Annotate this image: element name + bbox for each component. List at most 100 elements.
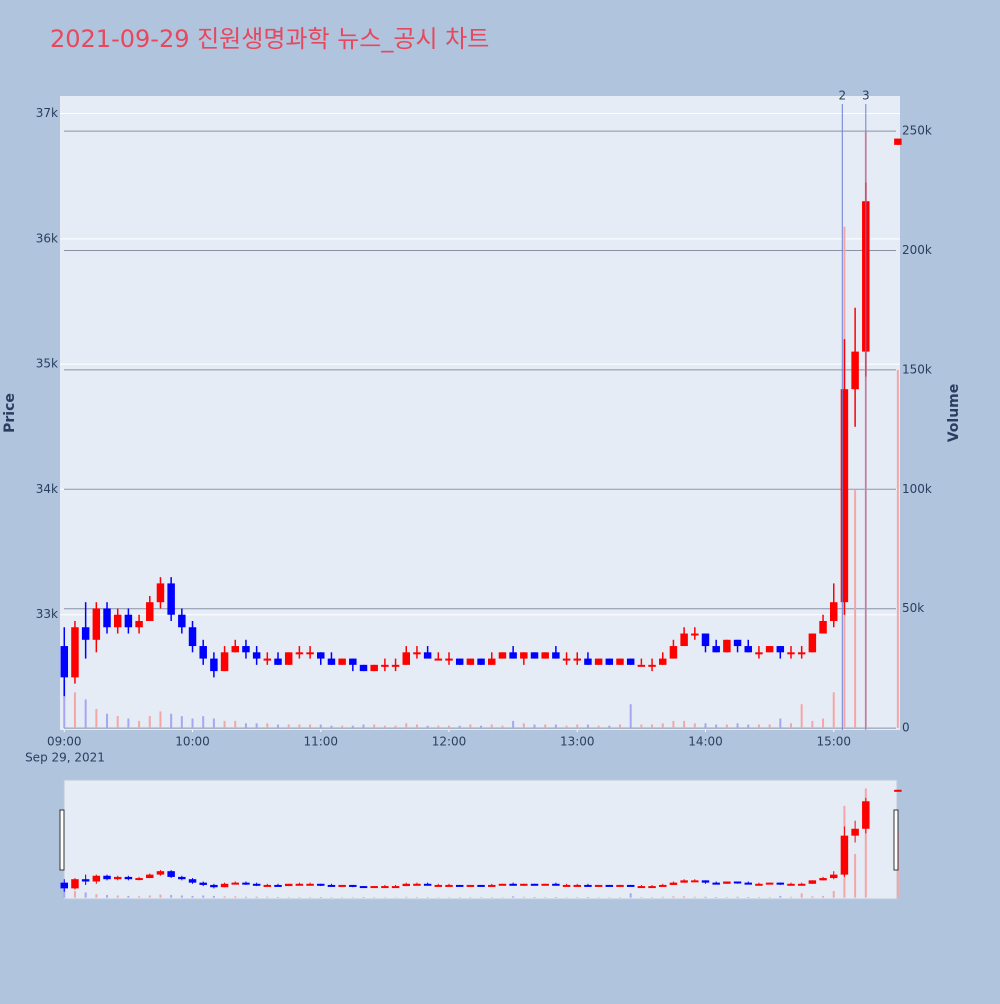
volume-bar xyxy=(320,725,322,729)
range-handle[interactable] xyxy=(894,810,898,870)
y2-tick-label: 0 xyxy=(902,721,910,735)
volume-bar xyxy=(74,891,76,898)
volume-bar xyxy=(416,897,418,898)
candle-body xyxy=(445,659,452,661)
candle-body xyxy=(477,885,484,887)
volume-bar xyxy=(608,726,610,728)
candle-body xyxy=(349,659,356,665)
candle-body xyxy=(392,665,399,667)
candle-body xyxy=(360,665,367,671)
volume-bar xyxy=(127,896,129,898)
candle-body xyxy=(894,139,901,145)
candle-body xyxy=(413,652,420,654)
range-handle[interactable] xyxy=(60,810,64,870)
volume-bar xyxy=(683,896,685,897)
volume-bar xyxy=(95,709,97,728)
candle-body xyxy=(456,885,463,887)
candle-body xyxy=(584,885,591,887)
volume-bar xyxy=(245,723,247,728)
y-tick-label: 36k xyxy=(36,231,58,245)
candle-body xyxy=(445,885,452,887)
candle-body xyxy=(606,885,613,887)
candle-body xyxy=(146,875,153,878)
volume-bar xyxy=(576,725,578,729)
volume-bar xyxy=(469,897,471,898)
candle-body xyxy=(809,634,816,653)
volume-bar xyxy=(330,726,332,728)
volume-bar xyxy=(747,897,749,898)
candle-body xyxy=(499,652,506,658)
candle-body xyxy=(125,877,132,879)
candle-body xyxy=(232,883,239,885)
volume-bar xyxy=(277,897,279,898)
candle-body xyxy=(82,627,89,640)
candle-body xyxy=(370,665,377,671)
candle-body xyxy=(659,659,666,665)
candle-body xyxy=(135,621,142,627)
volume-bar xyxy=(801,893,803,897)
volume-bar xyxy=(651,897,653,898)
candle-body xyxy=(745,883,752,885)
volume-bar xyxy=(779,719,781,729)
volume-bar xyxy=(256,897,258,898)
volume-bar xyxy=(202,895,204,897)
candle-body xyxy=(712,883,719,885)
volume-bar xyxy=(523,897,525,898)
volume-bar xyxy=(192,896,194,898)
candle-body xyxy=(242,646,249,652)
volume-bar xyxy=(694,723,696,728)
news-marker-label: 2 xyxy=(838,89,846,103)
candle-body xyxy=(499,884,506,886)
volume-bar xyxy=(854,854,856,898)
volume-bar xyxy=(630,893,632,897)
candle-body xyxy=(296,652,303,654)
candle-body xyxy=(232,646,239,652)
candle-body xyxy=(638,886,645,888)
candle-body xyxy=(638,665,645,667)
volume-bar xyxy=(213,896,215,898)
volume-bar xyxy=(555,725,557,729)
volume-bar xyxy=(737,897,739,898)
candle-body xyxy=(157,583,164,602)
candle-body xyxy=(135,878,142,880)
candle-body xyxy=(552,652,559,658)
candle-body xyxy=(349,885,356,887)
chart-title: 2021-09-29 진원생명과학 뉴스_공시 차트 xyxy=(50,25,489,53)
candle-body xyxy=(93,876,100,882)
volume-bar xyxy=(85,892,87,897)
y2-tick-label: 200k xyxy=(902,243,932,257)
candle-body xyxy=(509,884,516,886)
candle-body xyxy=(563,885,570,887)
y-tick-label: 37k xyxy=(36,106,58,120)
volume-bar xyxy=(224,721,226,728)
candle-body xyxy=(71,879,78,888)
volume-bar xyxy=(737,723,739,728)
x-tick-label: 15:00 xyxy=(816,735,851,749)
volume-bar xyxy=(555,897,557,898)
candle-body xyxy=(531,884,538,886)
candle-body xyxy=(435,885,442,887)
volume-bar xyxy=(544,725,546,729)
volume-bar xyxy=(801,704,803,728)
volume-bar xyxy=(512,896,514,897)
volume-bar xyxy=(363,725,365,729)
volume-bar xyxy=(202,716,204,728)
volume-bar xyxy=(587,897,589,898)
candle-body xyxy=(595,659,602,665)
candle-body xyxy=(766,883,773,885)
candle-body xyxy=(798,652,805,654)
candle-body xyxy=(306,884,313,886)
candle-body xyxy=(680,634,687,647)
candle-body xyxy=(381,886,388,888)
x-tick-label: 13:00 xyxy=(560,735,595,749)
volume-bar xyxy=(320,897,322,898)
volume-bar xyxy=(544,897,546,898)
candle-body xyxy=(595,885,602,887)
candle-body xyxy=(712,646,719,652)
volume-bar xyxy=(619,725,621,729)
x-tick-label: 12:00 xyxy=(432,735,467,749)
candle-body xyxy=(798,884,805,886)
candle-body xyxy=(82,879,89,881)
candle-body xyxy=(819,621,826,634)
volume-bar xyxy=(85,699,87,728)
